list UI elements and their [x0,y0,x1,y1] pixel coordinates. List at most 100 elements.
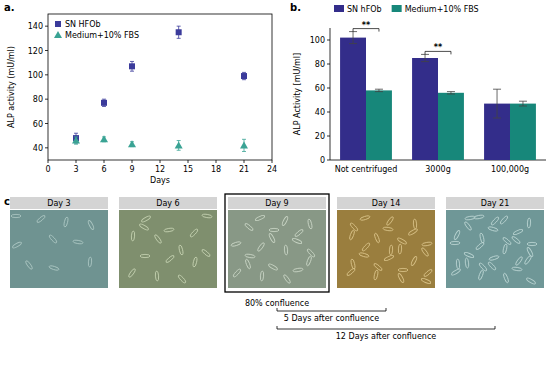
cell [131,231,135,241]
y-tick [45,26,48,27]
x-tick-label: 100,000g [491,165,529,174]
significance-label: ** [362,21,371,30]
error-bar [519,101,527,106]
micrograph-cells [128,214,212,284]
cell [49,265,59,271]
cell [349,230,355,240]
significance-label: ** [434,43,443,52]
y-tick [327,112,330,113]
cell [231,241,241,247]
cell [245,259,251,269]
cell [25,260,33,270]
error-cap [519,101,527,102]
y-tick [327,136,330,137]
y-tick-label: 120 [28,47,43,56]
y-axis [330,28,331,160]
panel-label: a. [4,2,15,13]
x-tick-label: Not centrifuged [335,165,398,174]
micrograph-cells [11,214,95,271]
cell [268,263,278,271]
cell [421,278,431,285]
y-tick [45,50,48,51]
cell [527,242,537,245]
error-cap [177,140,181,141]
span-bracket [277,308,386,311]
y-tick-label: 40 [315,108,325,117]
figure: a.b.c.40608010012014003691215182124DaysA… [0,0,554,373]
cell [526,247,534,257]
data-point [175,141,183,148]
x-tick-label: 0 [45,165,50,174]
legend-marker [55,21,61,27]
x-tick [216,160,217,163]
cell [413,219,417,229]
cell [11,214,21,217]
error-cap [349,43,357,44]
cell [255,215,265,222]
cell [73,240,83,245]
cell [398,268,408,271]
cell [361,242,370,251]
span-label: 12 Days after confluence [336,332,437,341]
y-tick [45,74,48,75]
error-bar [375,89,383,91]
error-cap [177,26,181,27]
legend-label: SN HFOb [65,20,101,29]
cell [87,220,94,230]
legend-marker [54,31,62,38]
image-header-label: Day 21 [481,199,510,208]
cell [478,270,484,280]
y-tick-label: 100 [28,71,43,80]
error-cap [130,61,134,62]
image-header [446,197,544,209]
plot-frame [48,14,272,160]
x-tick [188,160,189,163]
image-header [337,197,435,209]
cell [451,268,461,276]
micrograph-cells [231,215,316,285]
cell [408,228,418,236]
error-cap [493,118,501,119]
cell [359,252,369,258]
micrograph [446,210,544,288]
legend-swatch [334,5,344,12]
cell [307,219,312,229]
error-line [522,101,523,106]
cell [360,215,370,221]
data-point [240,141,248,148]
y-tick-label: 100 [310,36,325,45]
cell [526,277,536,285]
y-tick-label: 20 [315,132,325,141]
x-tick-label: 21 [239,165,249,174]
cell [373,270,378,280]
cell [465,258,469,268]
legend-label: SN hFOb [347,5,382,14]
y-tick [327,40,330,41]
cell [490,216,499,225]
cell [293,268,303,273]
micrograph-cells [450,215,537,285]
cell [422,242,432,247]
cell [502,237,512,246]
cell [489,255,499,261]
span-label: 5 Days after confluence [284,314,379,323]
legend-label: Medium+10% FBS [65,31,139,40]
cell [464,221,472,231]
cell [386,216,394,226]
image-header-label: Day 3 [47,199,70,208]
data-point [129,63,135,69]
plot-area [340,32,536,160]
cell [128,268,136,278]
x-tick [104,160,105,163]
error-cap [242,79,246,80]
bar [366,90,392,160]
cell [192,257,197,267]
cell [478,262,487,271]
cell [164,228,174,233]
panel-label: b. [290,2,301,13]
cell [410,256,417,266]
data-point [100,135,108,142]
highlight-box [225,194,329,292]
cell [384,255,394,262]
micrograph [119,210,217,288]
